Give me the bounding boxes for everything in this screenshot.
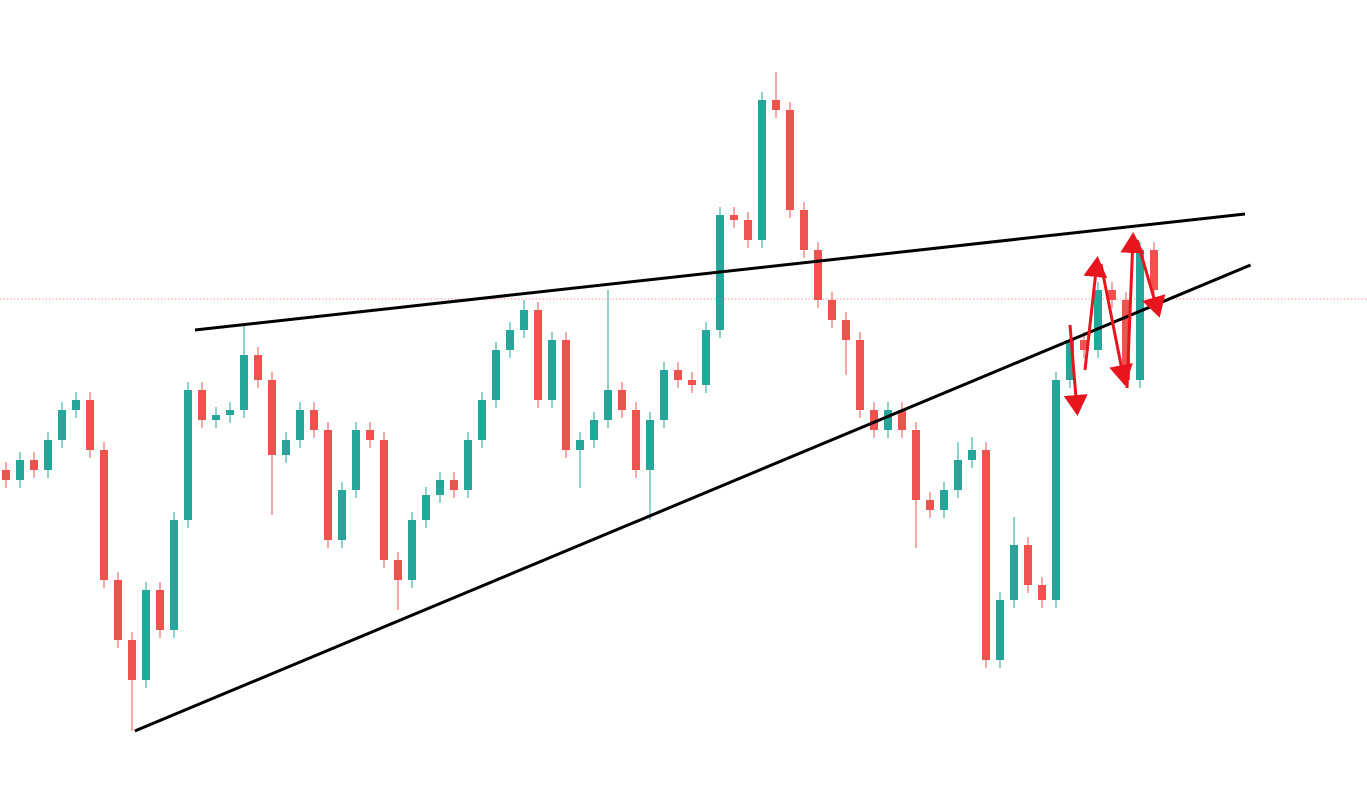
candle-body: [772, 100, 780, 110]
candle-body: [58, 410, 66, 440]
candle-body: [296, 410, 304, 440]
candle-body: [142, 590, 150, 680]
candle-body: [156, 590, 164, 630]
candle-body: [814, 250, 822, 300]
candle-body: [2, 470, 10, 480]
candle-body: [996, 600, 1004, 660]
candle-body: [268, 380, 276, 455]
candle-body: [800, 210, 808, 250]
candle-body: [254, 355, 262, 380]
candle-body: [912, 430, 920, 500]
candle-body: [464, 440, 472, 490]
candle-body: [982, 450, 990, 660]
candle-body: [436, 480, 444, 495]
candle-body: [128, 640, 136, 680]
arrow: [1135, 239, 1166, 318]
candle-body: [562, 340, 570, 450]
arrow: [1063, 324, 1088, 416]
candle-body: [408, 520, 416, 580]
trendline: [194, 212, 1246, 332]
candle-body: [646, 420, 654, 470]
candle-body: [226, 410, 234, 415]
candle-body: [352, 430, 360, 490]
candle-body: [744, 220, 752, 240]
zigzag-arrows: [1063, 232, 1166, 416]
candle-body: [492, 350, 500, 400]
candle-body: [16, 460, 24, 480]
candle-body: [240, 355, 248, 410]
candle-body: [520, 310, 528, 330]
candle-body: [604, 390, 612, 420]
candle-body: [72, 400, 80, 410]
candle-body: [282, 440, 290, 455]
candle-body: [30, 460, 38, 470]
candle-body: [1080, 340, 1088, 350]
candle-body: [338, 490, 346, 540]
candle-body: [1150, 250, 1158, 290]
arrow: [1083, 256, 1108, 371]
candle-body: [870, 410, 878, 430]
candle-body: [1108, 290, 1116, 300]
candle-body: [44, 440, 52, 470]
candle-body: [366, 430, 374, 440]
candle-body: [842, 320, 850, 340]
candle-body: [1066, 340, 1074, 380]
candle-body: [632, 410, 640, 470]
candle-body: [86, 400, 94, 450]
candle-body: [1052, 380, 1060, 600]
candle-body: [184, 390, 192, 520]
candle-body: [590, 420, 598, 440]
candle-body: [576, 440, 584, 450]
candle-body: [198, 390, 206, 420]
candle-body: [968, 450, 976, 460]
candle-body: [1010, 545, 1018, 600]
candle-body: [548, 340, 556, 400]
candle-body: [212, 415, 220, 420]
candle-body: [758, 100, 766, 240]
candle-body: [674, 370, 682, 380]
candle-body: [380, 440, 388, 560]
candle-body: [828, 300, 836, 320]
candle-body: [660, 370, 668, 420]
candle-body: [450, 480, 458, 490]
candle-body: [170, 520, 178, 630]
arrow: [1120, 232, 1145, 389]
candle-body: [310, 410, 318, 430]
candle-body: [114, 580, 122, 640]
candle-body: [394, 560, 402, 580]
candle-body: [730, 215, 738, 220]
candle-body: [534, 310, 542, 400]
candle-body: [884, 410, 892, 430]
candle-body: [422, 495, 430, 520]
candle-body: [100, 450, 108, 580]
candle-body: [940, 490, 948, 510]
candle-body: [954, 460, 962, 490]
candle-body: [1094, 290, 1102, 350]
candle-body: [618, 390, 626, 410]
candle-body: [506, 330, 514, 350]
trendline: [134, 263, 1252, 733]
arrow: [1099, 263, 1133, 386]
candle-body: [898, 410, 906, 430]
candle-body: [478, 400, 486, 440]
candle-body: [856, 340, 864, 410]
candle-body: [688, 380, 696, 385]
candle-body: [1024, 545, 1032, 585]
candle-body: [926, 500, 934, 510]
candle-body: [1038, 585, 1046, 600]
candle-body: [324, 430, 332, 540]
candle-body: [702, 330, 710, 385]
candle-body: [1136, 250, 1144, 380]
candle-body: [1122, 300, 1130, 380]
candle-body: [786, 110, 794, 210]
